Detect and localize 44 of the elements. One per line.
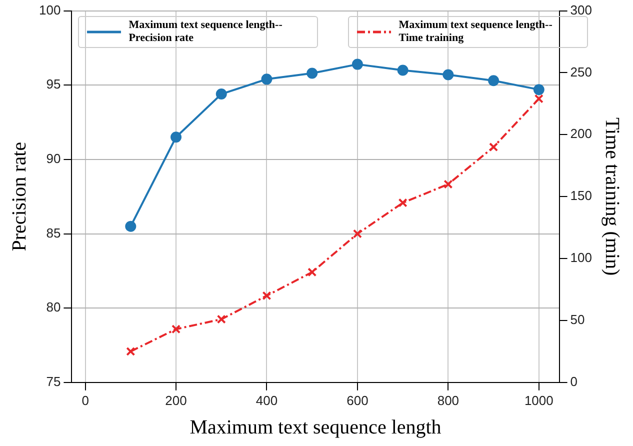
y-tick-label: 90 — [46, 151, 61, 166]
point — [306, 68, 318, 79]
point — [126, 346, 136, 356]
point — [171, 324, 181, 334]
x-tick-label: 400 — [256, 392, 278, 408]
point — [262, 291, 272, 300]
x-tick-label: 0 — [82, 392, 89, 408]
point — [261, 74, 272, 85]
point — [308, 268, 317, 277]
point — [533, 84, 544, 96]
point — [444, 180, 453, 189]
y-tick-label: 80 — [46, 300, 61, 315]
y2-tick-label: 0 — [570, 374, 578, 389]
point — [125, 220, 136, 232]
x-axis-title: Maximum text sequence length — [190, 416, 442, 438]
x-tick-label: 600 — [346, 392, 368, 408]
x-tick-label: 200 — [165, 392, 187, 408]
point — [352, 229, 362, 238]
legend-label: Maximum text sequence length-- Time training — [398, 18, 554, 45]
point — [534, 94, 544, 104]
point — [216, 314, 226, 324]
y-tick-label: 85 — [46, 225, 61, 240]
point — [489, 142, 498, 152]
y-axis-title: Precision rate — [8, 142, 30, 252]
point — [216, 88, 227, 100]
y2-tick-label: 50 — [570, 312, 585, 328]
y-tick-label: 100 — [38, 2, 61, 18]
point — [488, 75, 500, 86]
y2-tick-label: 250 — [570, 64, 592, 80]
x-tick-label: 800 — [437, 392, 460, 408]
legend-label: Maximum text sequence length-- Precision rate — [128, 18, 284, 45]
point — [170, 132, 182, 143]
point — [397, 64, 408, 76]
y2-tick-label: 150 — [570, 188, 592, 204]
point — [352, 58, 363, 70]
point — [442, 69, 454, 80]
y-tick-label: 95 — [46, 76, 61, 92]
y-tick-label: 75 — [46, 374, 61, 389]
y2-axis-title: Time training (min) — [600, 118, 623, 276]
point — [398, 198, 408, 208]
y2-tick-label: 200 — [570, 126, 592, 142]
y2-tick-label: 100 — [570, 250, 592, 266]
y2-tick-label: 300 — [570, 2, 592, 18]
x-tick-label: 1000 — [524, 392, 554, 408]
